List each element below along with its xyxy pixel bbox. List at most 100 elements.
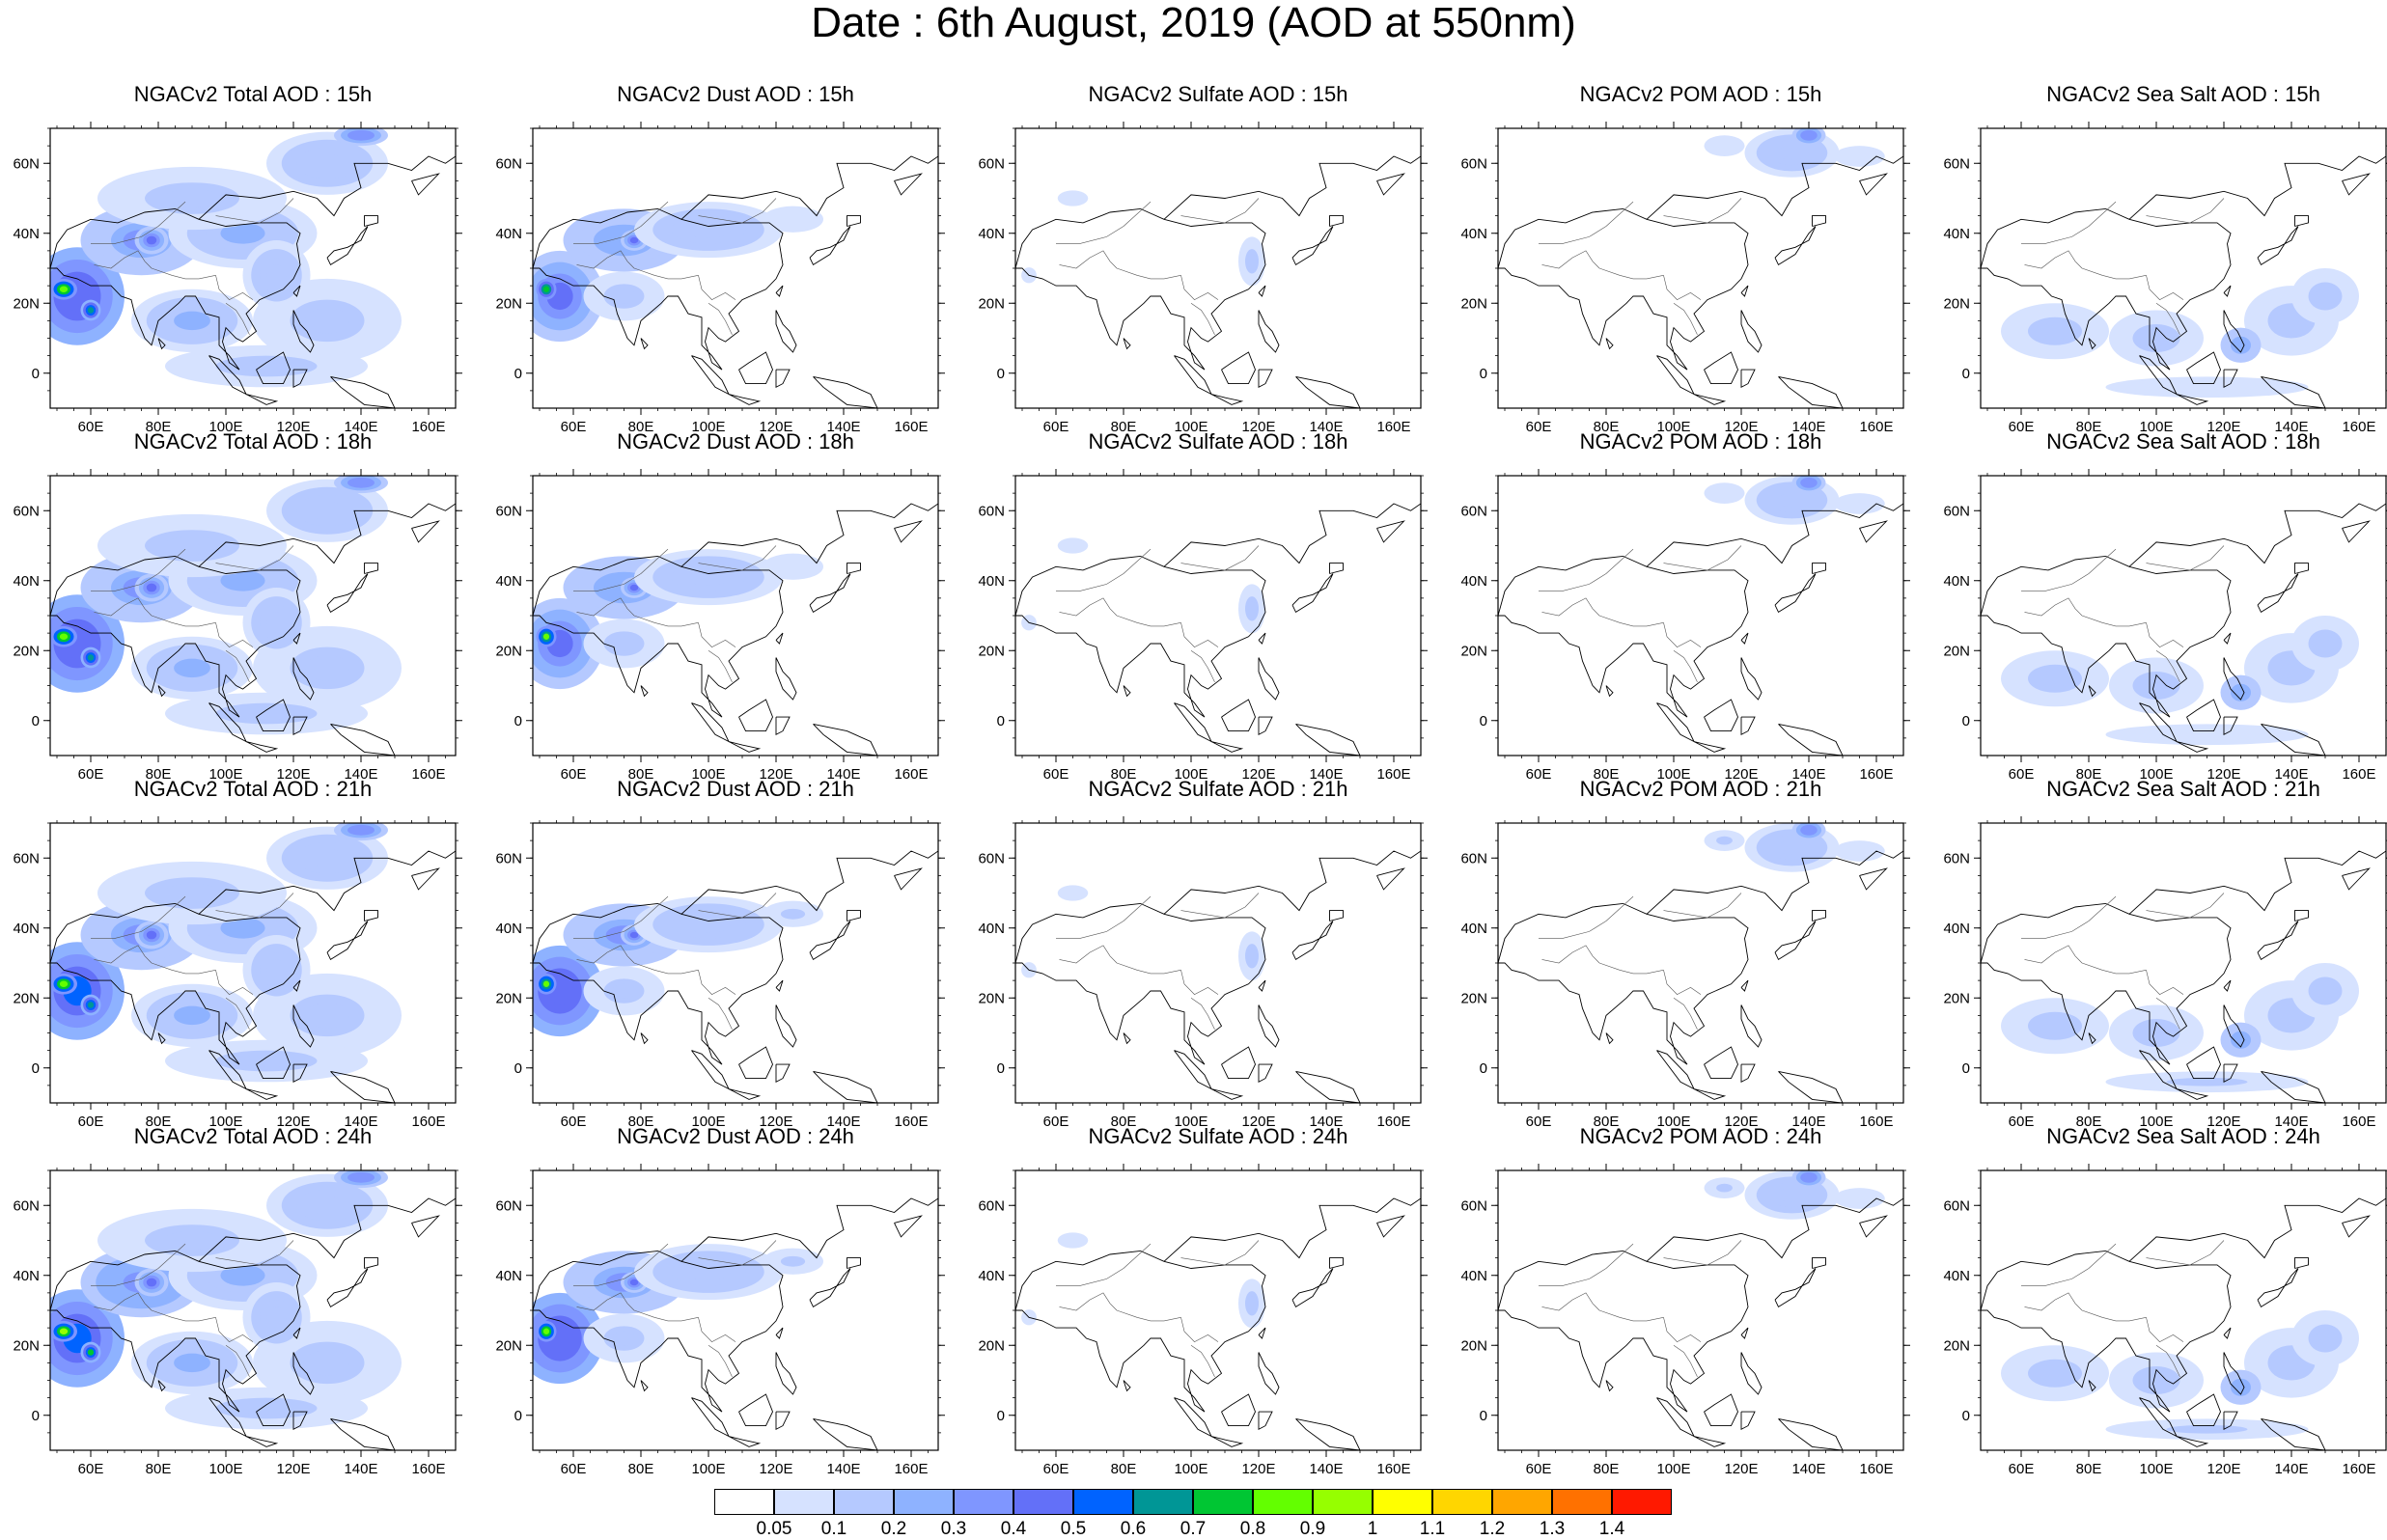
aod-field bbox=[50, 823, 402, 1083]
aod-contour bbox=[2039, 1364, 2071, 1382]
coastline bbox=[1329, 1257, 1344, 1269]
country-border bbox=[1663, 1317, 1702, 1342]
coastline bbox=[1015, 1250, 1266, 1413]
aod-contour bbox=[1067, 195, 1079, 202]
country-border bbox=[1059, 1292, 1118, 1311]
colorbar-label: 0.05 bbox=[756, 1519, 792, 1539]
lat-tick-label: 0 bbox=[514, 1060, 522, 1077]
lon-tick-label: 120E bbox=[1724, 419, 1758, 435]
colorbar-label: 1.3 bbox=[1539, 1519, 1566, 1539]
lon-tick-label: 160E bbox=[1859, 419, 1893, 435]
coastline bbox=[1291, 226, 1334, 266]
coastline bbox=[775, 369, 791, 389]
map-plot: 60E 80E 100E 120E 140E 160E 0 20N 40N 60N bbox=[13, 816, 462, 1130]
lat-tick-label: 0 bbox=[1962, 1408, 1970, 1424]
map-background bbox=[1015, 128, 1421, 408]
lat-tick-label: 0 bbox=[514, 1408, 522, 1424]
country-border bbox=[633, 615, 699, 627]
map-plot: 60E 80E 100E 120E 140E 160E 0 20N 40N 60N bbox=[1943, 122, 2387, 435]
coastlines bbox=[1981, 503, 2386, 756]
lon-tick-label: 60E bbox=[2009, 766, 2035, 783]
country-border bbox=[94, 945, 153, 964]
colorbar-swatch bbox=[834, 1489, 894, 1515]
aod-contour bbox=[1803, 1173, 1815, 1181]
lon-tick-label: 60E bbox=[78, 1461, 104, 1477]
map-plot: 60E 80E 100E 120E 140E 160E 0 20N 40N 60N bbox=[1460, 1164, 1910, 1477]
lat-tick-label: 20N bbox=[495, 1337, 522, 1354]
lon-tick-label: 80E bbox=[2076, 1114, 2102, 1130]
panel-title: NGACv2 Sulfate AOD : 18h bbox=[1088, 429, 1348, 454]
lon-tick-label: 160E bbox=[894, 1114, 928, 1130]
lat-tick-label: 60N bbox=[495, 850, 522, 866]
lon-tick-label: 100E bbox=[1174, 419, 1207, 435]
country-border bbox=[2024, 1292, 2083, 1311]
aod-contour bbox=[146, 235, 157, 245]
lon-tick-label: 140E bbox=[344, 766, 377, 783]
map-background bbox=[1498, 476, 1903, 756]
aod-contour bbox=[611, 1331, 637, 1346]
lon-tick-label: 120E bbox=[276, 766, 310, 783]
country-border bbox=[698, 622, 736, 647]
aod-contour bbox=[542, 980, 550, 988]
coastline bbox=[1859, 867, 1888, 891]
lon-tick-label: 100E bbox=[208, 419, 242, 435]
lon-tick-label: 140E bbox=[1791, 766, 1825, 783]
lat-tick-label: 60N bbox=[495, 503, 522, 519]
lon-tick-label: 140E bbox=[2274, 766, 2308, 783]
aod-contour bbox=[1849, 846, 1870, 856]
lat-tick-label: 60N bbox=[1943, 1197, 1970, 1214]
coastline bbox=[1704, 699, 1738, 732]
country-border bbox=[1673, 1345, 1698, 1378]
lat-tick-label: 40N bbox=[495, 921, 522, 937]
coastline bbox=[1498, 207, 1749, 371]
aod-contour bbox=[1777, 492, 1807, 508]
country-border bbox=[2024, 250, 2083, 269]
country-border bbox=[1190, 1345, 1215, 1378]
country-border bbox=[1663, 893, 1742, 919]
country-border bbox=[1116, 267, 1181, 280]
colorbar-label: 1.2 bbox=[1479, 1519, 1506, 1539]
lat-tick-label: 0 bbox=[1480, 713, 1487, 729]
aod-field bbox=[1021, 885, 1265, 981]
colorbar-label: 0.3 bbox=[940, 1519, 967, 1539]
lat-tick-label: 40N bbox=[495, 226, 522, 242]
country-border bbox=[708, 1345, 733, 1378]
map-panel: NGACv2 Total AOD : 21h 60E 80E 100E 120E 140E… bbox=[0, 777, 483, 1130]
country-border bbox=[91, 201, 186, 244]
colorbar-swatch bbox=[714, 1489, 774, 1515]
coastline bbox=[1605, 685, 1614, 698]
coastline bbox=[1740, 657, 1762, 701]
aod-contour bbox=[2039, 322, 2071, 340]
lat-tick-label: 40N bbox=[1460, 1268, 1487, 1284]
panel-title: NGACv2 POM AOD : 18h bbox=[1579, 429, 1822, 454]
lat-tick-label: 20N bbox=[495, 643, 522, 659]
map-plot: 60E 80E 100E 120E 140E 160E 0 20N 40N 60N bbox=[1460, 122, 1910, 435]
country-border bbox=[698, 198, 777, 224]
aod-contour bbox=[611, 983, 637, 999]
aod-contour bbox=[266, 1306, 287, 1329]
coastline bbox=[1656, 355, 1695, 396]
country-border bbox=[2155, 303, 2180, 336]
aod-contour bbox=[236, 1054, 297, 1068]
lat-tick-label: 60N bbox=[13, 850, 40, 866]
map-panel: NGACv2 Sulfate AOD : 21h 60E 80E 100E 120E 14… bbox=[965, 777, 1448, 1130]
map-plot: 60E 80E 100E 120E 140E 160E 0 20N 40N 60N bbox=[13, 122, 462, 435]
lon-tick-label: 160E bbox=[894, 1461, 928, 1477]
aod-field bbox=[50, 1170, 402, 1430]
coastline bbox=[2342, 173, 2371, 196]
aod-contour bbox=[174, 311, 210, 331]
aod-contour bbox=[2315, 982, 2336, 1000]
aod-contour bbox=[266, 264, 287, 287]
colorbar-label: 0.5 bbox=[1060, 1519, 1087, 1539]
map-plot: 60E 80E 100E 120E 140E 160E 0 20N 40N 60N bbox=[1460, 816, 1910, 1130]
aod-field bbox=[1704, 476, 1885, 525]
lat-tick-label: 0 bbox=[1480, 1408, 1487, 1424]
aod-contour bbox=[2234, 687, 2247, 699]
coastline bbox=[2088, 685, 2096, 698]
panel-title: NGACv2 Sea Salt AOD : 15h bbox=[2046, 82, 2320, 106]
lat-tick-label: 20N bbox=[978, 295, 1005, 312]
aod-contour bbox=[304, 655, 350, 681]
coastline bbox=[2223, 285, 2232, 297]
lon-tick-label: 60E bbox=[1043, 1461, 1069, 1477]
lon-tick-label: 140E bbox=[1791, 419, 1825, 435]
